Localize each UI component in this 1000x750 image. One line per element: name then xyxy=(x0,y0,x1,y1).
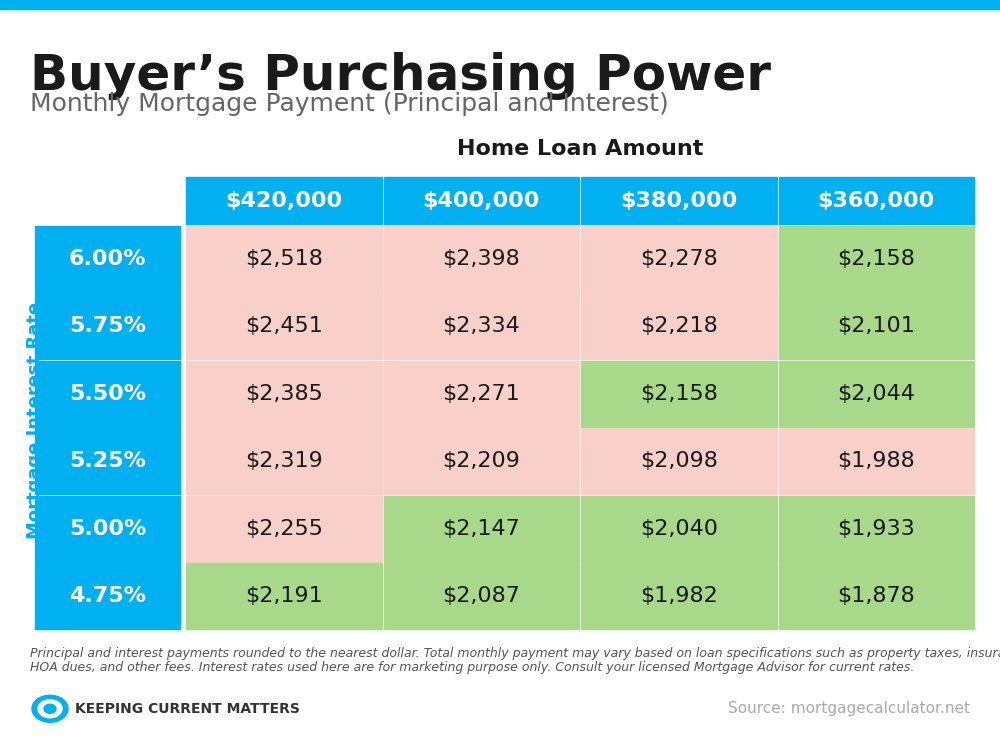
Text: $2,147: $2,147 xyxy=(442,519,520,538)
Text: $2,218: $2,218 xyxy=(640,316,718,336)
Text: 5.75%: 5.75% xyxy=(69,316,146,336)
Text: $2,271: $2,271 xyxy=(442,384,520,404)
Text: Source: mortgagecalculator.net: Source: mortgagecalculator.net xyxy=(728,701,970,716)
Text: $380,000: $380,000 xyxy=(620,190,737,211)
Text: $2,040: $2,040 xyxy=(640,519,718,538)
Text: 5.00%: 5.00% xyxy=(69,519,146,538)
Text: $2,334: $2,334 xyxy=(442,316,520,336)
Text: KEEPING CURRENT MATTERS: KEEPING CURRENT MATTERS xyxy=(75,702,300,715)
Text: $2,255: $2,255 xyxy=(245,519,323,538)
Text: $2,101: $2,101 xyxy=(837,316,915,336)
Text: $420,000: $420,000 xyxy=(225,190,342,211)
Text: 6.00%: 6.00% xyxy=(69,249,146,268)
Text: $1,982: $1,982 xyxy=(640,586,718,606)
Text: $2,385: $2,385 xyxy=(245,384,323,404)
Text: $2,451: $2,451 xyxy=(245,316,323,336)
Text: $1,878: $1,878 xyxy=(837,586,915,606)
Text: $2,398: $2,398 xyxy=(442,249,520,268)
Text: $2,319: $2,319 xyxy=(245,452,323,471)
Text: $2,044: $2,044 xyxy=(837,384,915,404)
Text: $400,000: $400,000 xyxy=(423,190,540,211)
Text: Home Loan Amount: Home Loan Amount xyxy=(457,139,703,159)
Text: $360,000: $360,000 xyxy=(818,190,935,211)
Text: $2,518: $2,518 xyxy=(245,249,323,268)
Text: $2,158: $2,158 xyxy=(837,249,915,268)
Text: 5.50%: 5.50% xyxy=(69,384,146,404)
Text: $2,158: $2,158 xyxy=(640,384,718,404)
Text: 4.75%: 4.75% xyxy=(69,586,146,606)
Text: $1,988: $1,988 xyxy=(837,452,915,471)
Text: HOA dues, and other fees. Interest rates used here are for marketing purpose onl: HOA dues, and other fees. Interest rates… xyxy=(30,662,914,674)
Text: 5.25%: 5.25% xyxy=(69,452,146,471)
Text: Principal and interest payments rounded to the nearest dollar. Total monthly pay: Principal and interest payments rounded … xyxy=(30,646,1000,659)
Text: $2,191: $2,191 xyxy=(245,586,323,606)
Text: $2,278: $2,278 xyxy=(640,249,718,268)
Text: Mortgage Interest Rate: Mortgage Interest Rate xyxy=(26,302,44,538)
Text: $1,933: $1,933 xyxy=(837,519,915,538)
Text: $2,098: $2,098 xyxy=(640,452,718,471)
Text: Monthly Mortgage Payment (Principal and Interest): Monthly Mortgage Payment (Principal and … xyxy=(30,92,669,116)
Text: $2,209: $2,209 xyxy=(442,452,520,471)
Text: $2,087: $2,087 xyxy=(442,586,520,606)
Text: Buyer’s Purchasing Power: Buyer’s Purchasing Power xyxy=(30,53,771,100)
